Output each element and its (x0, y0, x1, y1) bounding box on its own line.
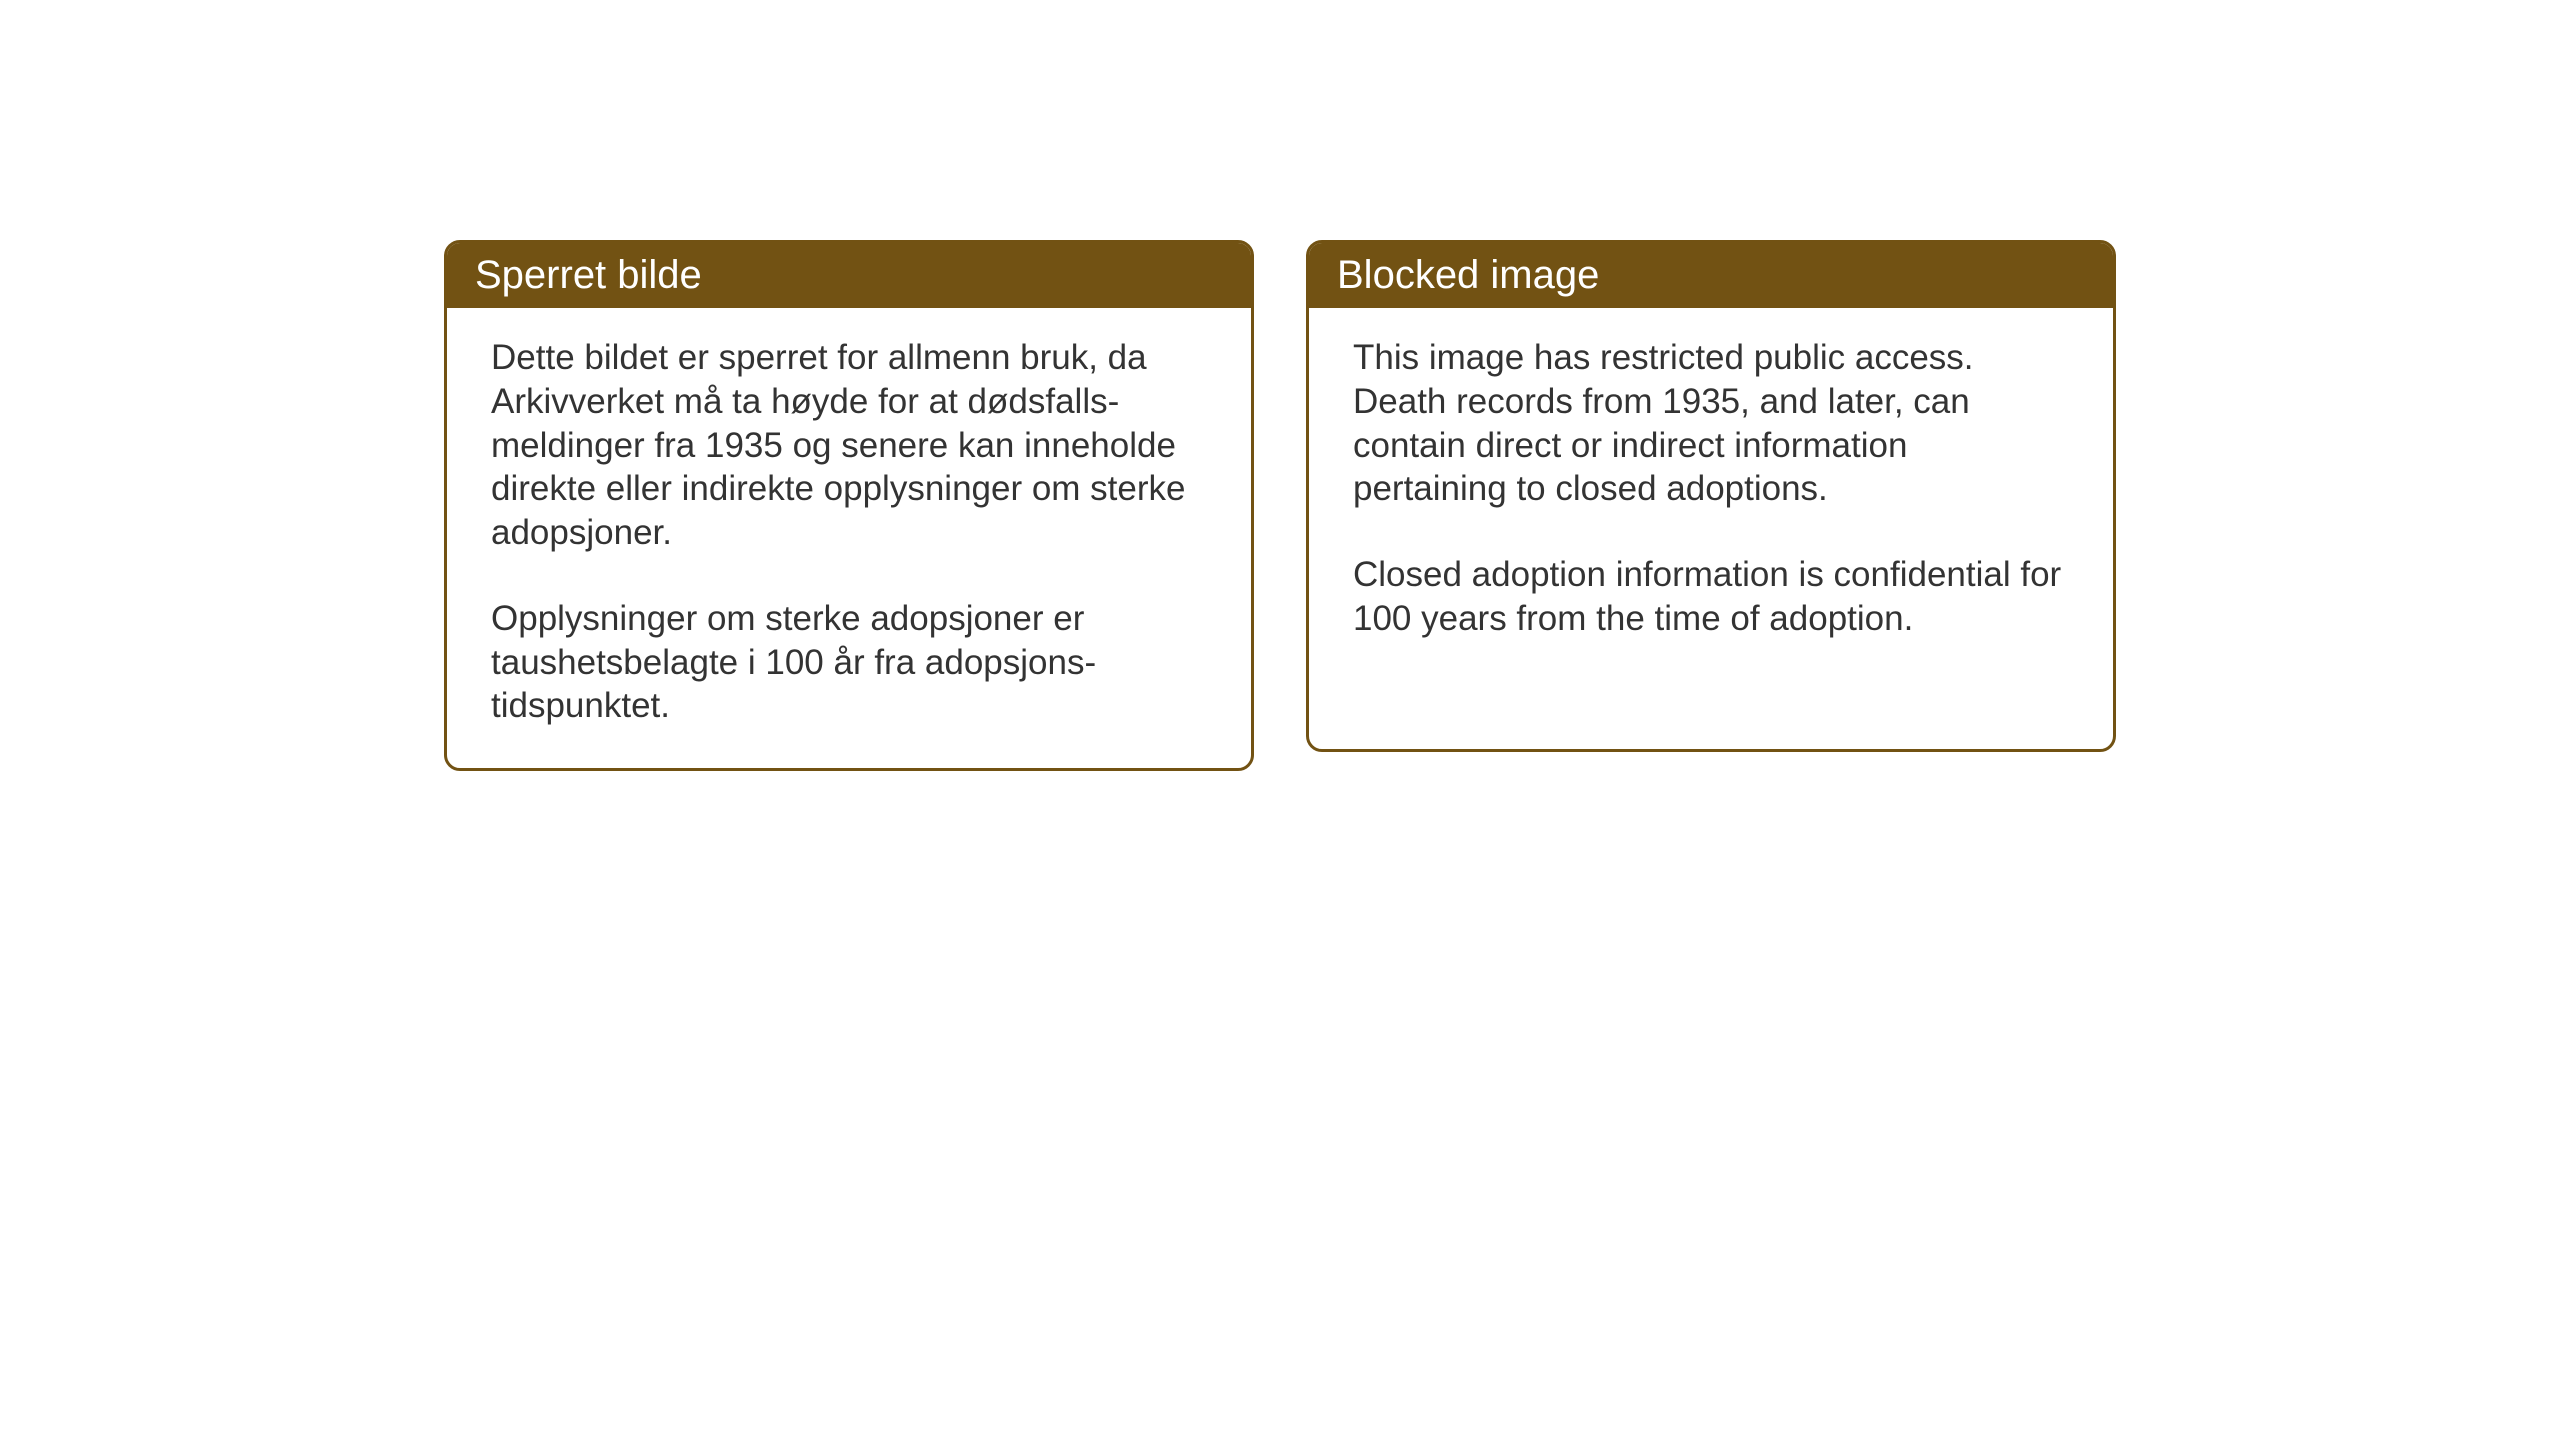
english-card-body: This image has restricted public access.… (1309, 308, 2113, 681)
norwegian-notice-card: Sperret bilde Dette bildet er sperret fo… (444, 240, 1254, 771)
norwegian-paragraph-2: Opplysninger om sterke adopsjoner er tau… (491, 597, 1207, 728)
norwegian-card-body: Dette bildet er sperret for allmenn bruk… (447, 308, 1251, 768)
norwegian-paragraph-1: Dette bildet er sperret for allmenn bruk… (491, 336, 1207, 555)
english-notice-card: Blocked image This image has restricted … (1306, 240, 2116, 752)
english-paragraph-1: This image has restricted public access.… (1353, 336, 2069, 511)
english-paragraph-2: Closed adoption information is confident… (1353, 553, 2069, 641)
english-card-title: Blocked image (1309, 243, 2113, 308)
norwegian-card-title: Sperret bilde (447, 243, 1251, 308)
notice-container: Sperret bilde Dette bildet er sperret fo… (444, 240, 2116, 771)
